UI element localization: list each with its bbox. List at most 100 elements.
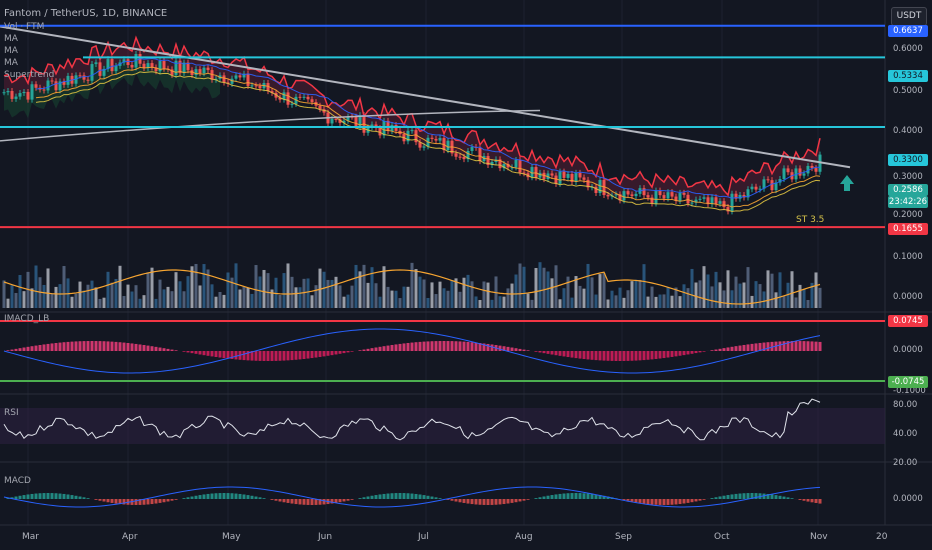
legend-ma-1[interactable]: MA bbox=[4, 34, 18, 44]
volume-bar bbox=[214, 296, 218, 308]
macd-bar bbox=[698, 499, 702, 501]
volume-bar bbox=[814, 272, 818, 308]
macd-bar bbox=[138, 499, 142, 505]
volume-bar bbox=[34, 265, 38, 308]
macd-bar bbox=[550, 495, 554, 499]
volume-bar bbox=[58, 284, 62, 308]
volume-bar bbox=[118, 265, 122, 308]
macd-bar bbox=[294, 499, 298, 505]
volume-bar bbox=[502, 296, 506, 308]
macd-bar bbox=[438, 498, 442, 499]
macd-bar bbox=[470, 499, 474, 505]
candle-body bbox=[730, 193, 734, 212]
candle-body bbox=[122, 59, 126, 63]
imacd-bar bbox=[186, 351, 190, 353]
macd-bar bbox=[494, 499, 498, 505]
imacd-bar bbox=[230, 351, 234, 360]
volume-bar bbox=[670, 295, 674, 308]
legend-supertrend[interactable]: Supertrend bbox=[4, 70, 55, 80]
macd-bar bbox=[694, 499, 698, 502]
volume-bar bbox=[410, 262, 414, 308]
macd-bar bbox=[394, 493, 398, 499]
macd-bar bbox=[186, 497, 190, 499]
curved-trendline bbox=[0, 109, 541, 142]
currency-button[interactable]: USDT bbox=[891, 7, 927, 26]
imacd-bar bbox=[170, 349, 174, 351]
imacd-bar bbox=[734, 346, 738, 351]
volume-bar bbox=[806, 299, 810, 308]
candle-body bbox=[334, 118, 338, 120]
imacd-bar bbox=[322, 351, 326, 357]
candle-body bbox=[214, 78, 218, 80]
candle-body bbox=[282, 92, 286, 100]
macd-bar bbox=[578, 493, 582, 499]
candle-body bbox=[386, 120, 390, 131]
macd-bar bbox=[742, 493, 746, 499]
imacd-bar bbox=[386, 345, 390, 351]
volume-bar bbox=[438, 281, 442, 308]
imacd-bar bbox=[54, 342, 58, 351]
imacd-bar bbox=[90, 341, 94, 351]
legend-vol[interactable]: Vol · FTM bbox=[4, 22, 45, 32]
imacd-bar bbox=[746, 344, 750, 351]
volume-bar bbox=[10, 285, 14, 308]
volume-bar bbox=[530, 299, 534, 308]
imacd-bar bbox=[694, 351, 698, 354]
macd-bar bbox=[142, 499, 146, 505]
volume-bar bbox=[402, 286, 406, 308]
macd-bar bbox=[778, 495, 782, 499]
imacd-bar bbox=[198, 351, 202, 355]
imacd-bar bbox=[678, 351, 682, 356]
candle-body bbox=[266, 83, 270, 92]
macd-bar bbox=[274, 499, 278, 501]
candle-body bbox=[462, 156, 466, 160]
macd-bar bbox=[454, 499, 458, 502]
macd-bar bbox=[634, 499, 638, 503]
macd-bar bbox=[322, 499, 326, 505]
candle-body bbox=[722, 201, 726, 208]
volume-bar bbox=[818, 287, 822, 308]
candle-body bbox=[658, 190, 662, 196]
macd-bar bbox=[74, 495, 78, 499]
imacd-bar bbox=[86, 341, 90, 351]
imacd-bar bbox=[814, 341, 818, 351]
volume-bar bbox=[138, 298, 142, 308]
up-arrow bbox=[840, 175, 854, 191]
candle-body bbox=[566, 174, 570, 178]
imacd-bar bbox=[226, 351, 230, 359]
pane-label-macd[interactable]: MACD bbox=[4, 476, 31, 486]
candle-body bbox=[798, 168, 802, 176]
macd-bar bbox=[106, 499, 110, 503]
macd-bar bbox=[770, 494, 774, 499]
volume-bar bbox=[630, 281, 634, 308]
macd-bar bbox=[566, 493, 570, 499]
candle-body bbox=[746, 189, 750, 198]
imacd-bar bbox=[506, 346, 510, 351]
volume-bar bbox=[382, 266, 386, 308]
pane-label-imacd[interactable]: IMACD_LB bbox=[4, 314, 50, 324]
volume-bar bbox=[658, 294, 662, 308]
volume-bar bbox=[662, 294, 666, 308]
pane-label-rsi[interactable]: RSI bbox=[4, 408, 19, 418]
imacd-bar bbox=[810, 341, 814, 351]
candle-body bbox=[626, 191, 630, 195]
candle-body bbox=[410, 130, 414, 132]
volume-axis-label: 0.1000 bbox=[893, 252, 923, 262]
candle-body bbox=[2, 92, 6, 94]
imacd-bar bbox=[550, 351, 554, 355]
imacd-bar bbox=[566, 351, 570, 358]
legend-ma-2[interactable]: MA bbox=[4, 46, 18, 56]
volume-bar bbox=[210, 284, 214, 308]
candle-body bbox=[578, 172, 582, 178]
imacd-bar bbox=[498, 345, 502, 351]
imacd-bar bbox=[606, 351, 610, 361]
macd-bar bbox=[350, 499, 354, 500]
candle-body bbox=[154, 67, 158, 72]
imacd-bar bbox=[286, 351, 290, 361]
imacd-bar bbox=[190, 351, 194, 354]
legend-ma-3[interactable]: MA bbox=[4, 58, 18, 68]
macd-bar bbox=[58, 493, 62, 499]
candle-body bbox=[518, 159, 522, 173]
candle-body bbox=[46, 80, 50, 91]
